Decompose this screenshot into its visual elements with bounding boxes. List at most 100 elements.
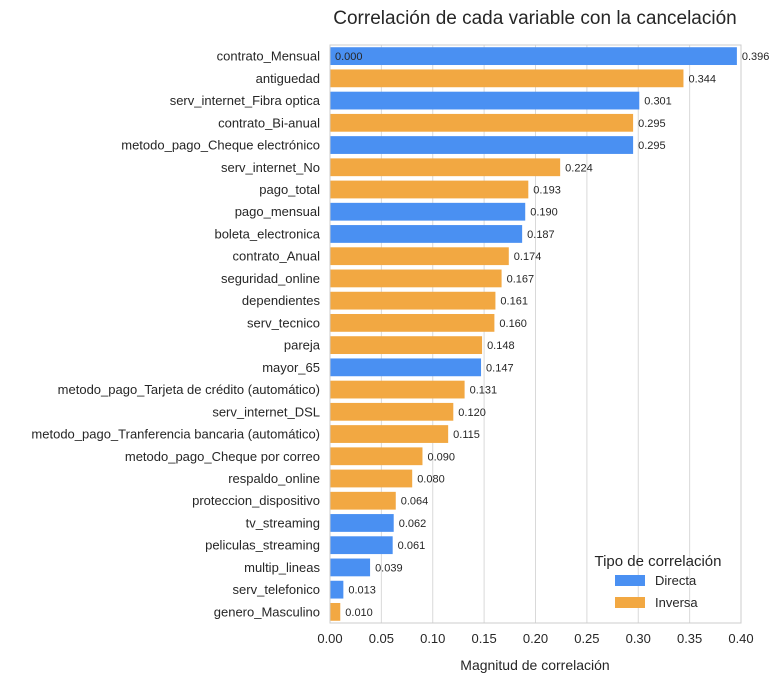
x-tick-label: 0.20 [523, 631, 548, 646]
bar-pareja [330, 336, 483, 355]
bar-metodo-pago-cheque-electr-nico [330, 136, 634, 154]
bar-serv-internet-dsl [330, 402, 454, 421]
category-label: metodo_pago_Tranferencia bancaria (autom… [31, 427, 320, 442]
x-axis-label: Magnitud de correlación [460, 657, 609, 673]
category-label: serv_internet_DSL [212, 404, 320, 419]
x-tick-labels: 0.00 0.05 0.10 0.15 0.20 0.25 0.30 0.35 0.40 [317, 631, 753, 646]
bar-contrato-bi-anual [330, 113, 634, 132]
value-label: 0.090 [427, 451, 455, 463]
value-label: 0.295 [638, 118, 666, 130]
category-labels: contrato_Mensual antiguedad serv_internet_… [31, 49, 320, 620]
legend-label-inversa: Inversa [655, 595, 698, 610]
value-label: 0.190 [530, 207, 558, 219]
legend-label-directa: Directa [655, 573, 697, 588]
value-label: 0.120 [458, 407, 486, 419]
x-tick-label: 0.15 [471, 631, 496, 646]
value-label: 0.187 [527, 229, 555, 241]
value-label: 0.344 [688, 73, 716, 85]
value-label: 0.167 [507, 273, 535, 285]
bar-multip-lineas [330, 558, 371, 577]
category-label: peliculas_streaming [205, 538, 320, 553]
bar-seguridad-online [330, 269, 502, 288]
bar-metodo-pago-tranferencia-bancaria-autom-tico- [330, 425, 449, 443]
value-label: 0.396 [742, 51, 770, 63]
value-label: 0.161 [500, 296, 528, 308]
category-label: metodo_pago_Cheque electrónico [121, 138, 320, 153]
bar-boleta-electronica [330, 225, 523, 243]
category-label: antiguedad [256, 71, 320, 86]
legend-swatch-inversa [615, 597, 645, 608]
x-tick-label: 0.25 [574, 631, 599, 646]
x-tick-label: 0.40 [728, 631, 753, 646]
bar-proteccion-dispositivo [330, 491, 396, 510]
value-label: 0.131 [470, 385, 498, 397]
category-label: metodo_pago_Cheque por correo [125, 449, 320, 464]
bar-metodo-pago-cheque-por-correo [330, 447, 423, 466]
category-label: tv_streaming [246, 515, 320, 530]
bar-serv-internet-no [330, 158, 561, 177]
x-tick-label: 0.35 [677, 631, 702, 646]
x-tick-label: 0.30 [626, 631, 651, 646]
value-label: 0.174 [514, 251, 542, 263]
bars [330, 47, 737, 621]
bar-genero-masculino [330, 602, 341, 621]
value-label: 0.039 [375, 562, 403, 574]
bar-antiguedad [330, 69, 684, 88]
category-label: contrato_Bi-anual [218, 115, 320, 130]
category-label: boleta_electronica [214, 226, 320, 241]
x-tick-label: 0.10 [420, 631, 445, 646]
bar-peliculas-streaming [330, 536, 393, 555]
bar-mayor-65 [330, 358, 482, 377]
plot-frame [329, 44, 742, 624]
bar-contrato-mensual [330, 47, 737, 66]
value-label: 0.010 [345, 607, 373, 619]
value-label: 0.013 [348, 585, 376, 597]
legend-title: Tipo de correlación [594, 553, 721, 570]
category-label: contrato_Anual [233, 249, 321, 264]
zero-annotation: 0.000 [335, 51, 363, 63]
x-tick-label: 0.05 [369, 631, 394, 646]
category-label: dependientes [242, 293, 321, 308]
value-label: 0.061 [398, 540, 426, 552]
bar-metodo-pago-tarjeta-de-cr-dito-autom-tico- [330, 380, 465, 399]
value-label: 0.147 [486, 362, 514, 374]
value-label: 0.148 [487, 340, 515, 352]
legend-swatch-directa [615, 575, 645, 586]
category-label: respaldo_online [228, 471, 320, 486]
category-label: mayor_65 [262, 360, 320, 375]
bar-serv-tecnico [330, 313, 495, 332]
value-labels: 0.396 0.344 0.301 0.295 0.295 0.224 0.193 0.190… [345, 51, 769, 619]
bar-pago-total [330, 180, 529, 199]
category-label: serv_internet_No [221, 160, 320, 175]
category-label: pareja [284, 338, 321, 353]
bar-dependientes [330, 291, 496, 310]
category-label: pago_total [259, 182, 320, 197]
category-label: metodo_pago_Tarjeta de crédito (automáti… [58, 382, 320, 397]
category-label: serv_internet_Fibra optica [170, 93, 321, 108]
category-label: pago_mensual [235, 204, 320, 219]
x-tick-label: 0.00 [317, 631, 342, 646]
category-label: proteccion_dispositivo [192, 493, 320, 508]
category-label: serv_tecnico [247, 315, 320, 330]
category-label: genero_Masculino [214, 604, 320, 619]
value-label: 0.160 [499, 318, 527, 330]
bar-serv-telefonico [330, 580, 344, 599]
bar-tv-streaming [330, 514, 394, 532]
bar-serv-internet-fibra-optica [330, 91, 640, 110]
chart-title: Correlación de cada variable con la canc… [333, 8, 736, 29]
value-label: 0.301 [644, 96, 672, 108]
category-label: seguridad_online [221, 271, 320, 286]
value-label: 0.062 [399, 518, 427, 530]
legend: Tipo de correlación Directa Inversa [594, 553, 721, 610]
value-label: 0.115 [453, 429, 480, 441]
bar-contrato-anual [330, 247, 509, 266]
value-label: 0.224 [565, 162, 593, 174]
value-label: 0.080 [417, 474, 445, 486]
category-label: multip_lineas [244, 560, 320, 575]
category-label: serv_telefonico [233, 582, 320, 597]
bar-pago-mensual [330, 202, 526, 221]
category-label: contrato_Mensual [217, 49, 320, 64]
bar-respaldo-online [330, 469, 413, 488]
